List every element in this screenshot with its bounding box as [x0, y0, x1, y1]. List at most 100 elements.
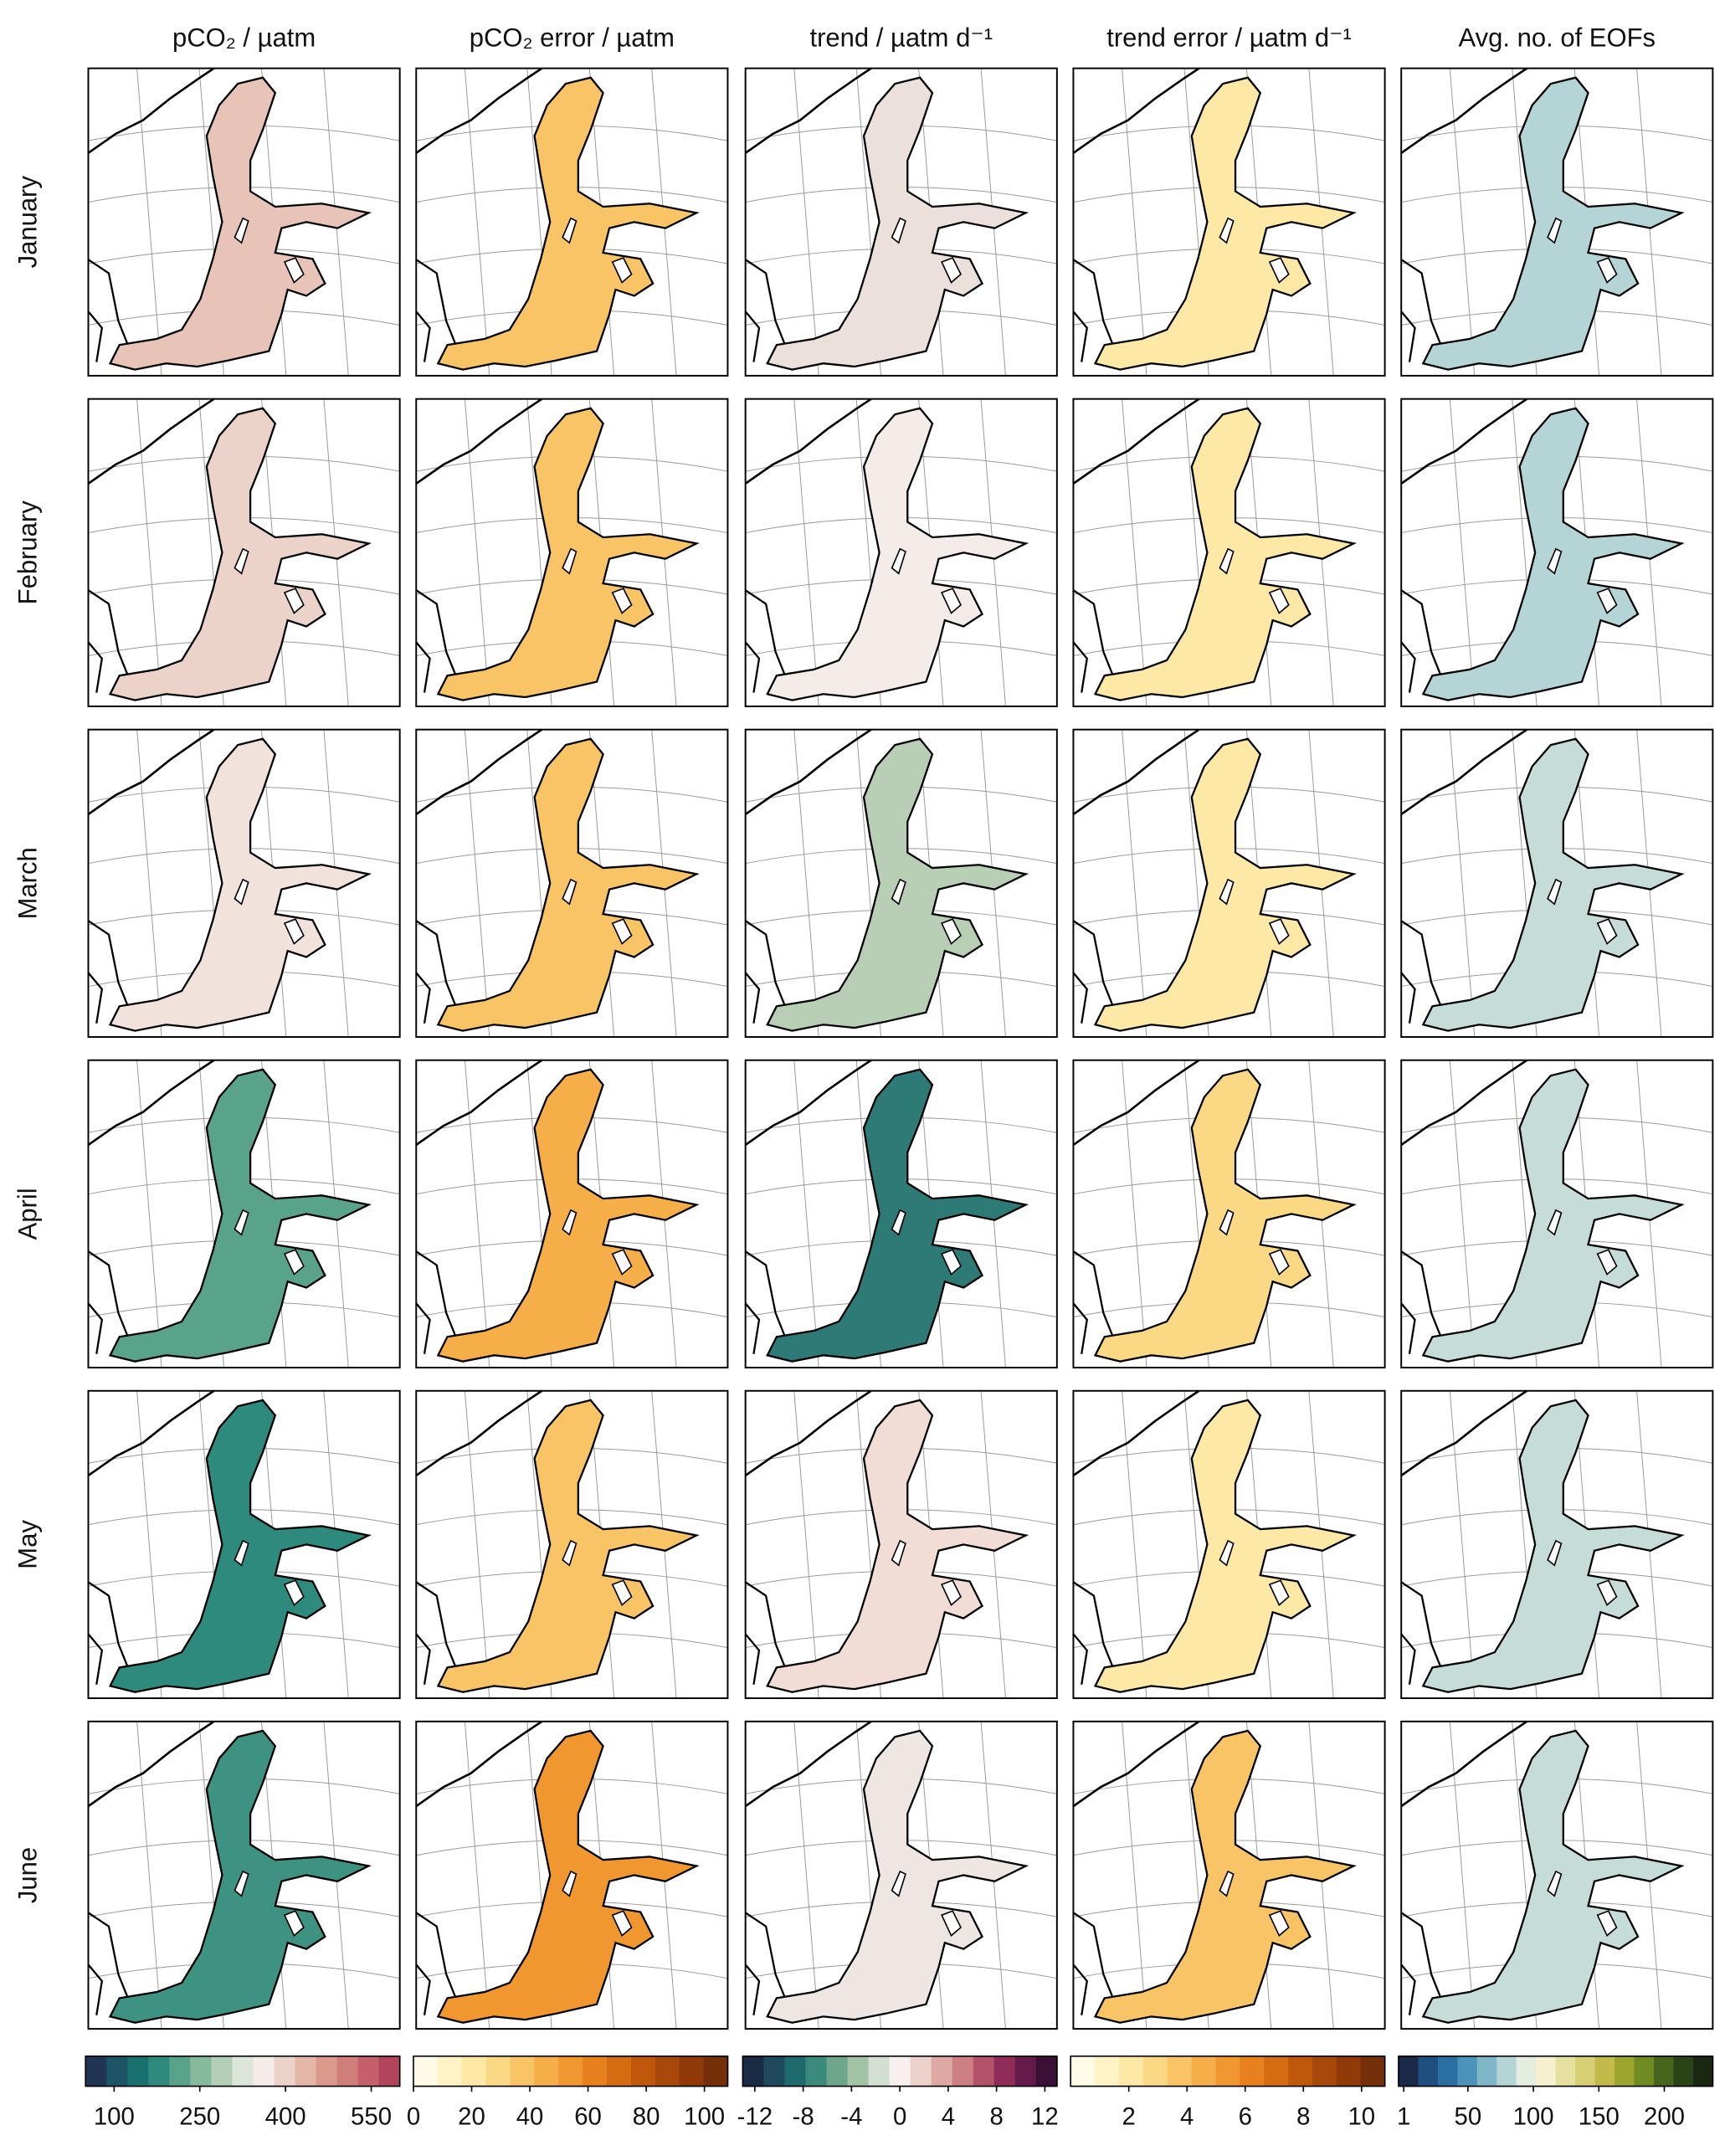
sea [1093, 1399, 1357, 1693]
coastline [1072, 67, 1200, 154]
colorbar-swatch [1418, 2056, 1439, 2087]
coastline [1072, 398, 1200, 485]
colorbar-swatch [148, 2056, 171, 2087]
colorbar-tick-label: -8 [793, 2102, 814, 2130]
map-panel [1072, 1720, 1386, 2030]
coastline [744, 728, 872, 815]
colorbar-tick-label: 20 [458, 2102, 485, 2130]
graticule [464, 729, 490, 1038]
coastline [87, 259, 131, 362]
sea [766, 76, 1029, 371]
colorbar-swatch [889, 2056, 911, 2087]
map-panel [87, 1720, 401, 2030]
row-label: February [13, 501, 42, 605]
colorbar-swatch [703, 2056, 729, 2087]
graticule [136, 1721, 162, 2030]
colorbar-tick-label: 0 [893, 2102, 906, 2130]
colorbar-swatch [190, 2056, 213, 2087]
island [891, 878, 963, 945]
colorbar-tick-label: 6 [1239, 2102, 1252, 2130]
panel-frame [415, 728, 729, 1038]
coastline [87, 1059, 215, 1147]
sea [1093, 407, 1357, 701]
colorbar-swatch [413, 2056, 439, 2087]
panel-frame [744, 67, 1058, 377]
panel-frame [1400, 1059, 1714, 1368]
colorbar-swatch [847, 2056, 870, 2087]
island [562, 547, 633, 614]
island [234, 217, 305, 284]
colorbar-swatch [1264, 2056, 1289, 2087]
sea [436, 1068, 700, 1363]
graticule [1449, 1390, 1476, 1699]
colorbar-swatch [485, 2056, 511, 2087]
panel-frame [1400, 728, 1714, 1038]
coastline [415, 1581, 459, 1685]
island [562, 1870, 633, 1937]
colorbar-tick-label: 2 [1122, 2102, 1136, 2130]
coastline [415, 920, 459, 1024]
coastline [744, 920, 788, 1024]
graticule [793, 398, 819, 706]
panel-frame [415, 67, 729, 377]
colorbar-swatch [655, 2056, 680, 2087]
colorbar-tick-label: 0 [407, 2102, 420, 2130]
coastline [1072, 1250, 1116, 1354]
island [562, 1209, 633, 1276]
row-label: January [13, 176, 42, 269]
colorbar-swatch [534, 2056, 560, 2087]
colorbar-swatch [558, 2056, 583, 2087]
colorbar-frame [85, 2055, 401, 2087]
colorbar-swatch [437, 2056, 463, 2087]
colorbar-swatch [1118, 2056, 1144, 2087]
coastline [415, 1389, 543, 1477]
sea [1093, 737, 1357, 1032]
coastline [1072, 728, 1200, 815]
column-title: trend error / µatm d⁻¹ [1106, 23, 1352, 53]
colorbar-swatch [1575, 2056, 1596, 2087]
island [562, 878, 633, 945]
colorbar-swatch [1437, 2056, 1459, 2087]
island [1219, 1870, 1290, 1937]
coastline [87, 1250, 131, 1354]
sea [108, 1729, 372, 2024]
coastline [415, 1912, 459, 2015]
colorbar-tick-label: 40 [516, 2102, 544, 2130]
graticule [1449, 1721, 1476, 2030]
panel-frame [87, 1059, 401, 1368]
colorbar-swatch [1476, 2056, 1498, 2087]
graticule [136, 729, 162, 1038]
row-label: May [13, 1520, 42, 1569]
panel-frame [744, 1720, 1058, 2030]
sea [1093, 76, 1357, 371]
colorbar-tick-label: 80 [633, 2102, 660, 2130]
graticule [464, 398, 490, 706]
graticule [464, 1721, 490, 2030]
graticule [793, 1390, 819, 1699]
colorbar-swatch [1215, 2056, 1241, 2087]
sea [766, 737, 1029, 1032]
panel-frame [1072, 67, 1386, 377]
colorbar-swatch [1536, 2056, 1557, 2087]
island [234, 878, 305, 945]
sea [766, 407, 1029, 701]
island [1547, 547, 1618, 614]
sea [1421, 1068, 1685, 1363]
coastline [87, 1581, 131, 1685]
sea [1421, 1399, 1685, 1693]
panel-frame [87, 728, 401, 1038]
map-panel [415, 1720, 729, 2030]
graticule [793, 1721, 819, 2030]
graticule [1122, 1060, 1147, 1368]
colorbar-tick-label: 100 [1513, 2102, 1554, 2130]
coastline [744, 589, 788, 693]
colorbar-tick-label: 1 [1397, 2102, 1410, 2130]
map-panel [744, 1720, 1058, 2030]
column-title: pCO₂ / µatm [172, 23, 316, 53]
map-panel [1072, 398, 1386, 707]
colorbar-swatch [1070, 2056, 1096, 2087]
sea [1421, 407, 1685, 701]
colorbar-swatch [826, 2056, 849, 2087]
coastline [1072, 1389, 1200, 1477]
colorbar-swatch [1142, 2056, 1168, 2087]
